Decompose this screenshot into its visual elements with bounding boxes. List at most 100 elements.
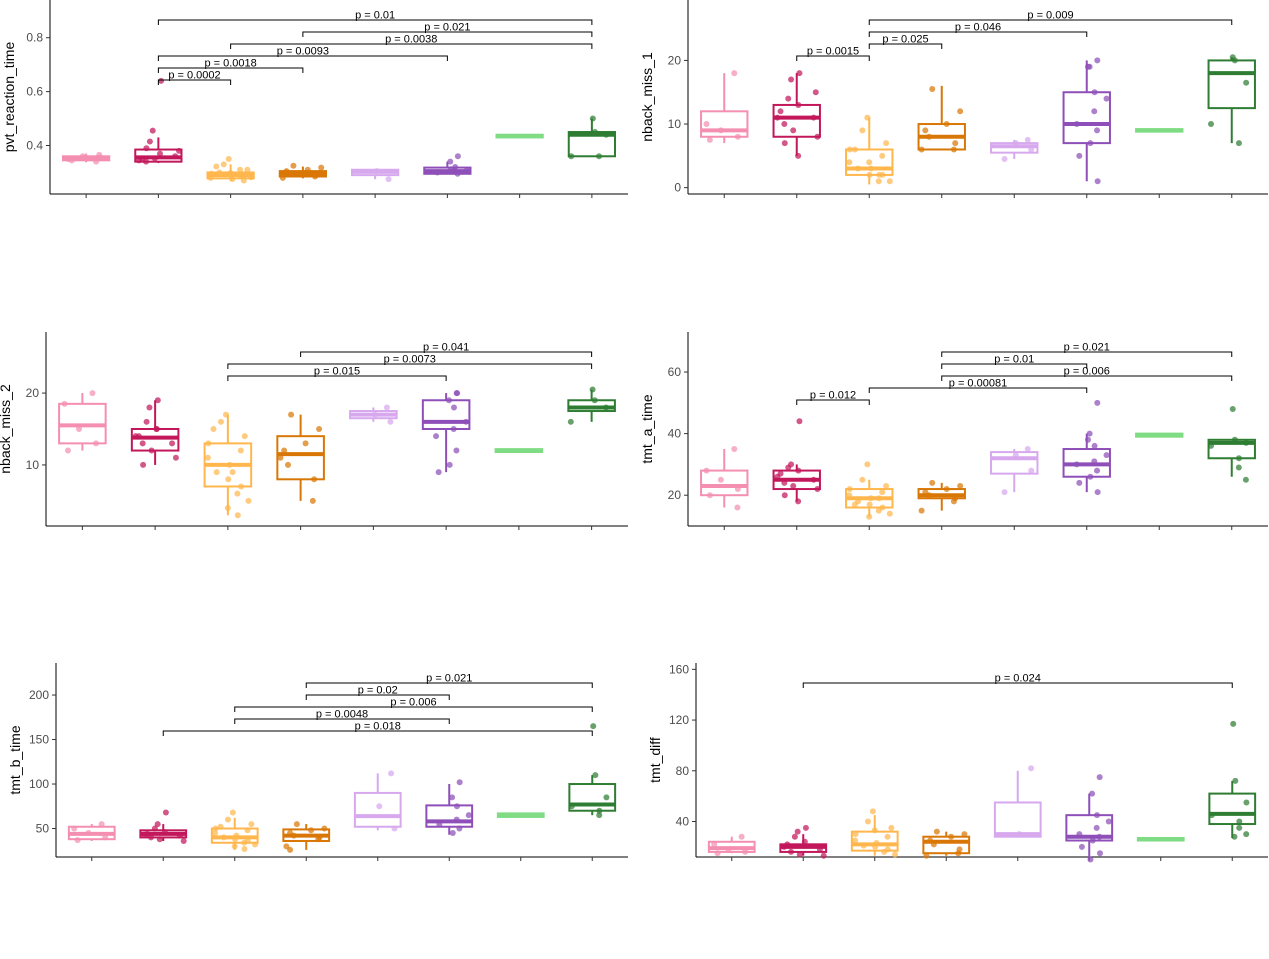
data-point: [1232, 777, 1239, 784]
comparison-bracket: p = 0.021: [302, 22, 593, 37]
data-point: [1103, 452, 1110, 459]
group-8: [1207, 405, 1256, 483]
data-point: [926, 492, 933, 499]
data-point: [288, 411, 295, 418]
data-point: [591, 129, 598, 136]
group-1: [700, 446, 749, 511]
data-point: [1024, 136, 1031, 143]
group-8: [1208, 720, 1257, 840]
data-point: [603, 404, 610, 411]
data-point: [864, 114, 871, 121]
data-point: [238, 483, 245, 490]
box: [700, 469, 749, 497]
data-point: [383, 404, 390, 411]
data-point: [434, 169, 441, 176]
data-point: [446, 397, 453, 404]
data-point: [371, 411, 378, 418]
data-point: [1089, 790, 1096, 797]
group-8: [1207, 54, 1256, 147]
data-point: [388, 770, 395, 777]
data-point: [820, 852, 827, 859]
y-tick-label: 60: [668, 365, 682, 379]
data-point: [132, 433, 139, 440]
p-value-label: p = 0.0015: [807, 46, 859, 58]
data-point: [875, 178, 882, 185]
p-value-label: p = 0.021: [1064, 342, 1110, 354]
data-point: [64, 447, 71, 454]
data-point: [867, 165, 874, 172]
data-point: [568, 803, 575, 810]
group-2: [779, 824, 828, 859]
data-point: [1243, 79, 1250, 86]
data-point: [886, 178, 893, 185]
data-point: [866, 513, 873, 520]
data-point: [706, 136, 713, 143]
bracket-line: [802, 682, 1233, 688]
data-point: [1001, 489, 1008, 496]
box: [276, 435, 325, 481]
p-value-label: p = 0.006: [1064, 366, 1110, 378]
data-point: [1235, 464, 1242, 471]
bracket-line: [305, 682, 593, 688]
data-point: [1028, 146, 1035, 153]
bracket-line: [157, 55, 448, 61]
data-point: [883, 482, 890, 489]
data-point: [886, 510, 893, 517]
data-point: [1073, 461, 1080, 468]
group-2: [134, 77, 183, 165]
group-3: [850, 808, 899, 858]
data-point: [283, 168, 290, 175]
comparison-bracket: p = 0.009: [868, 10, 1233, 25]
group-1: [62, 151, 111, 165]
group-3: [206, 155, 255, 184]
data-point: [703, 467, 710, 474]
comparison-bracket: p = 0.046: [868, 22, 1088, 37]
data-point: [1208, 121, 1215, 128]
data-point: [801, 838, 808, 845]
data-point: [923, 852, 930, 859]
p-value-label: p = 0.01: [994, 354, 1034, 366]
data-point: [148, 834, 155, 841]
data-point: [926, 133, 933, 140]
p-value-label: p = 0.0048: [316, 709, 368, 721]
data-point: [89, 390, 96, 397]
data-point: [711, 841, 718, 848]
group-6: [423, 153, 472, 177]
comparison-bracket: p = 0.024: [802, 673, 1233, 688]
data-point: [950, 498, 957, 505]
box: [130, 428, 180, 452]
p-value-label: p = 0.0073: [384, 354, 436, 366]
data-point: [795, 101, 802, 108]
data-point: [304, 166, 311, 173]
data-point: [943, 486, 950, 493]
y-tick-label: 150: [29, 733, 49, 747]
y-tick-label: 20: [668, 53, 682, 67]
comparison-bracket: p = 0.00081: [868, 378, 1088, 393]
data-point: [290, 832, 297, 839]
data-point: [279, 174, 286, 181]
box: [425, 804, 474, 828]
y-tick-label: 80: [676, 764, 690, 778]
bracket-line: [868, 387, 1088, 393]
group-4: [282, 821, 331, 853]
data-point: [212, 829, 219, 836]
comparison-bracket: p = 0.0002: [157, 70, 232, 85]
y-axis-title: pvt_reaction_time: [1, 42, 17, 153]
data-point: [153, 426, 160, 432]
data-point: [790, 482, 797, 489]
chart-panel-pvt_reaction_time: 0.4 0.6 0.8 pvt_reaction_time p = 0.01 p = 0.…: [1, 0, 628, 198]
data-point: [948, 833, 955, 840]
data-point: [454, 153, 461, 160]
bracket-line: [941, 351, 1233, 357]
data-point: [796, 418, 803, 425]
data-point: [151, 155, 158, 162]
group-1: [700, 70, 749, 144]
data-point: [61, 400, 68, 407]
data-point: [205, 440, 212, 447]
data-point: [180, 837, 187, 844]
group-1: [707, 833, 756, 857]
data-point: [154, 821, 161, 828]
data-point: [725, 846, 732, 853]
data-point: [240, 177, 247, 184]
